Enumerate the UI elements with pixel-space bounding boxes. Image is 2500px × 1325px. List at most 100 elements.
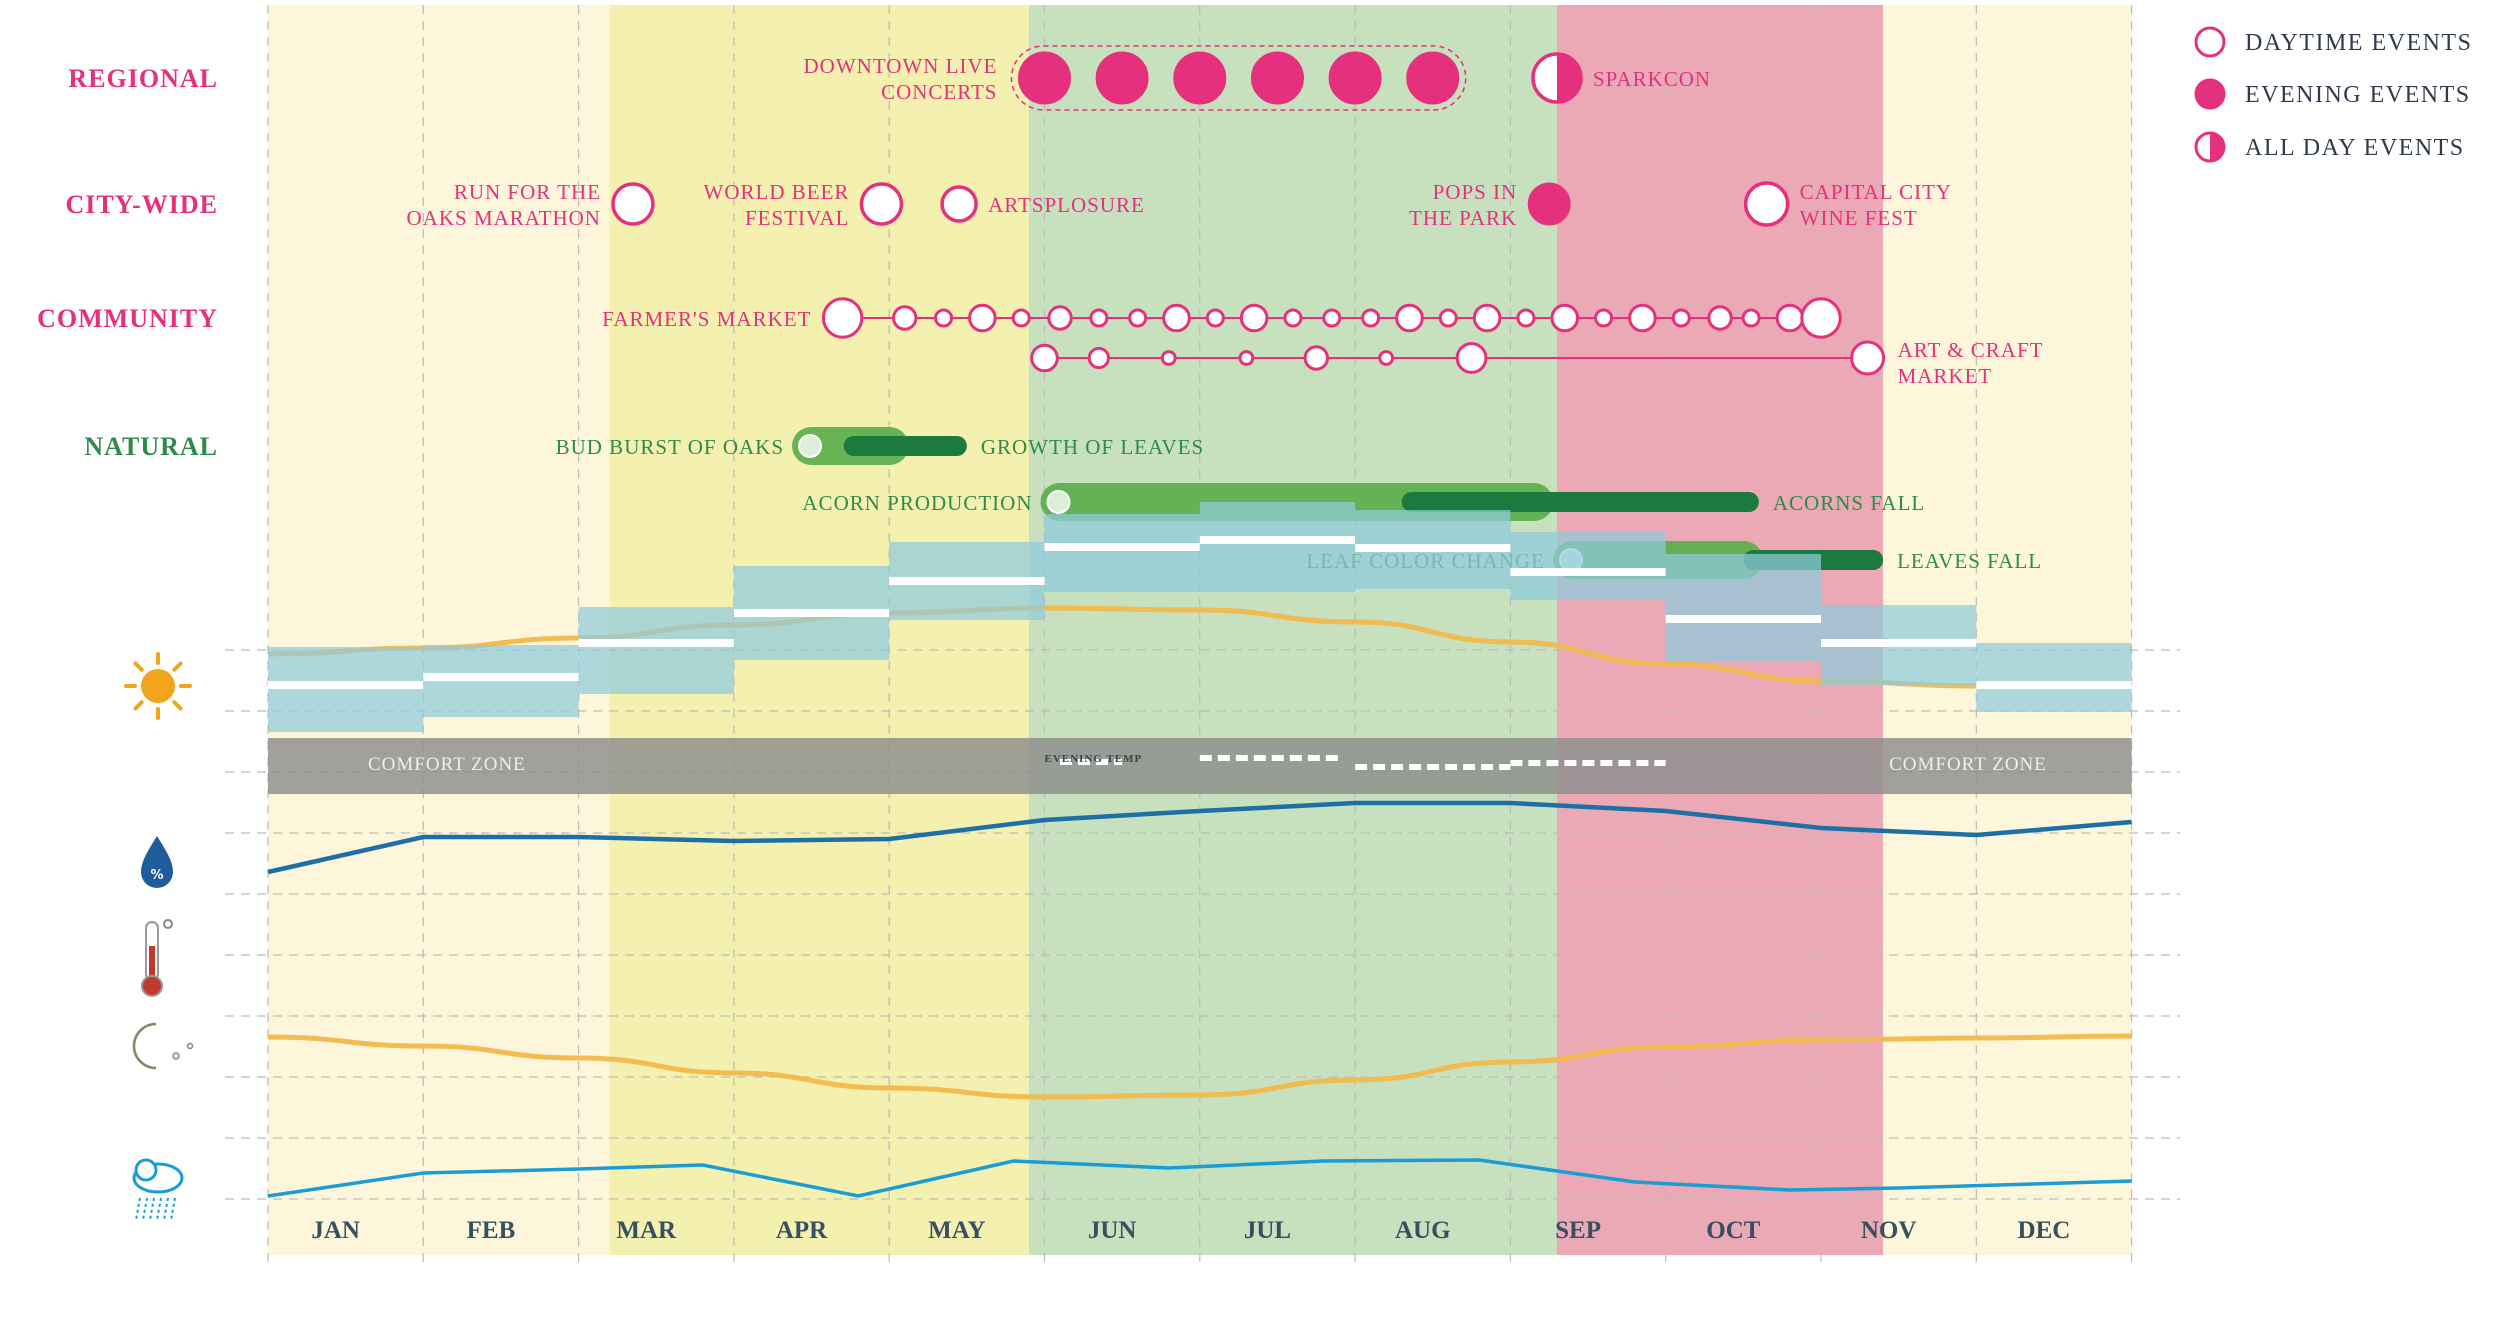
month-label-nov: NOV	[1861, 1217, 1917, 1244]
event-daytime-marker	[859, 182, 904, 226]
event-label-1-line-2: CONCERTS	[881, 80, 997, 104]
comfort-zone-label-left: COMFORT ZONE	[368, 754, 526, 775]
rain-drops	[135, 1197, 141, 1221]
event-label-5-line-1: ARTSPLOSURE	[988, 193, 1145, 217]
event-label-4-line-2: FESTIVAL	[745, 206, 849, 230]
temp-range-band-JUL	[1199, 502, 1356, 592]
month-label-apr: APR	[776, 1217, 828, 1244]
temp-range-band-OCT	[1665, 554, 1821, 662]
climate-layer: COMFORT ZONE COMFORT ZONE EVENING TEMP	[267, 502, 2132, 1198]
thermometer-bulb	[141, 975, 163, 997]
market-marker	[1594, 308, 1614, 328]
natural-bar-dark-2	[1401, 492, 1759, 512]
market-marker	[1516, 308, 1536, 328]
market-marker	[1671, 308, 1691, 328]
category-labels: REGIONAL CITY-WIDE COMMUNITY NATURAL	[37, 64, 218, 461]
month-label-may: MAY	[928, 1217, 985, 1244]
market-marker	[1030, 343, 1059, 373]
evening-temp-label: EVENING TEMP	[1045, 753, 1143, 765]
market-marker	[1800, 297, 1842, 339]
humidity-drop-percent: %	[150, 868, 163, 883]
rain-drops	[149, 1197, 155, 1221]
event-evening-marker	[1095, 51, 1149, 105]
market-marker	[1238, 350, 1255, 366]
sun-icon-disc	[141, 669, 175, 703]
climate-icons: %	[124, 652, 194, 1221]
thermometer-icon	[141, 919, 173, 997]
temp-range-band-JAN	[268, 647, 424, 732]
natural-end-label-2: ACORNS FALL	[1773, 491, 1925, 515]
temp-range-band-MAR	[578, 607, 734, 694]
natural-start-label-1: BUD BURST OF OAKS	[556, 435, 784, 459]
market-marker	[1303, 345, 1329, 371]
legend-label-evening: EVENING EVENTS	[2245, 82, 2471, 108]
market-marker	[1089, 308, 1109, 328]
event-evening-marker	[1173, 51, 1227, 105]
market-label-2-line-1: ART & CRAFT	[1898, 338, 2044, 362]
market-marker	[1550, 303, 1580, 333]
moon-icon-star-2	[186, 1042, 194, 1050]
event-label-6-line-1: POPS IN	[1433, 180, 1518, 204]
sun-icon-ray	[133, 661, 144, 672]
market-marker	[1128, 308, 1148, 328]
market-marker	[821, 297, 864, 339]
event-label-7-line-1: CAPITAL CITY	[1800, 180, 1952, 204]
market-marker	[1850, 340, 1886, 376]
event-daytime-marker	[1743, 181, 1790, 227]
month-label-aug: AUG	[1395, 1217, 1451, 1244]
market-label-1-line-1: FARMER'S MARKET	[602, 307, 811, 331]
category-label-regional: REGIONAL	[68, 64, 218, 93]
market-marker	[1160, 350, 1177, 366]
month-label-oct: OCT	[1706, 1217, 1761, 1244]
moon-icon-crescent	[132, 1022, 157, 1070]
season-band-summer-3	[1028, 5, 1557, 1255]
market-marker	[1438, 308, 1458, 328]
market-marker	[1239, 303, 1269, 333]
rain-drops	[142, 1197, 148, 1221]
rain-drops	[156, 1197, 162, 1221]
market-marker	[1205, 308, 1225, 328]
market-marker	[968, 303, 997, 333]
event-label-7-line-2: WINE FEST	[1800, 206, 1918, 230]
month-label-jan: JAN	[311, 1217, 360, 1244]
legend-daytime-icon	[2194, 26, 2226, 58]
humidity-drop-shape	[141, 836, 173, 888]
temp-range-band-SEP	[1510, 532, 1666, 600]
market-marker	[1455, 342, 1488, 374]
natural-start-marker-1	[798, 434, 823, 458]
market-label-2-line-2: MARKET	[1898, 364, 1993, 388]
sun-icon-ray	[133, 700, 144, 711]
market-marker	[1162, 303, 1191, 333]
natural-end-label-1: GROWTH OF LEAVES	[981, 435, 1204, 459]
market-marker	[1741, 308, 1761, 328]
thermometer-degree	[163, 919, 173, 929]
natural-start-marker-2	[1046, 490, 1071, 514]
rainfall-line	[267, 1158, 2132, 1198]
event-evening-marker	[1018, 51, 1071, 105]
market-marker	[892, 305, 918, 331]
natural-bar-dark-1	[843, 436, 967, 456]
category-label-natural: NATURAL	[84, 432, 218, 461]
market-marker	[1775, 303, 1805, 333]
month-label-mar: MAR	[616, 1217, 677, 1244]
month-label-feb: FEB	[467, 1217, 516, 1244]
event-daytime-marker	[611, 182, 655, 226]
month-label-dec: DEC	[2018, 1217, 2071, 1244]
market-marker	[1472, 303, 1502, 333]
market-marker	[1011, 308, 1031, 328]
natural-end-label-3: LEAVES FALL	[1897, 549, 2042, 573]
event-label-4-line-1: WORLD BEER	[704, 180, 850, 204]
category-label-community: COMMUNITY	[37, 304, 218, 333]
month-axis: JAN FEB MAR APR MAY JUN JUL AUG SEP OCT NOV DEC	[311, 1217, 2070, 1244]
market-marker	[1322, 308, 1342, 328]
rain-drops	[163, 1197, 169, 1221]
market-marker	[1283, 308, 1303, 328]
event-label-3-line-1: RUN FOR THE	[454, 180, 601, 204]
sun-icon-ray	[172, 700, 183, 711]
event-evening-marker	[1328, 51, 1382, 105]
month-label-jun: JUN	[1088, 1217, 1137, 1244]
thermometer-mercury	[149, 946, 155, 980]
sun-icon-ray	[172, 661, 183, 672]
